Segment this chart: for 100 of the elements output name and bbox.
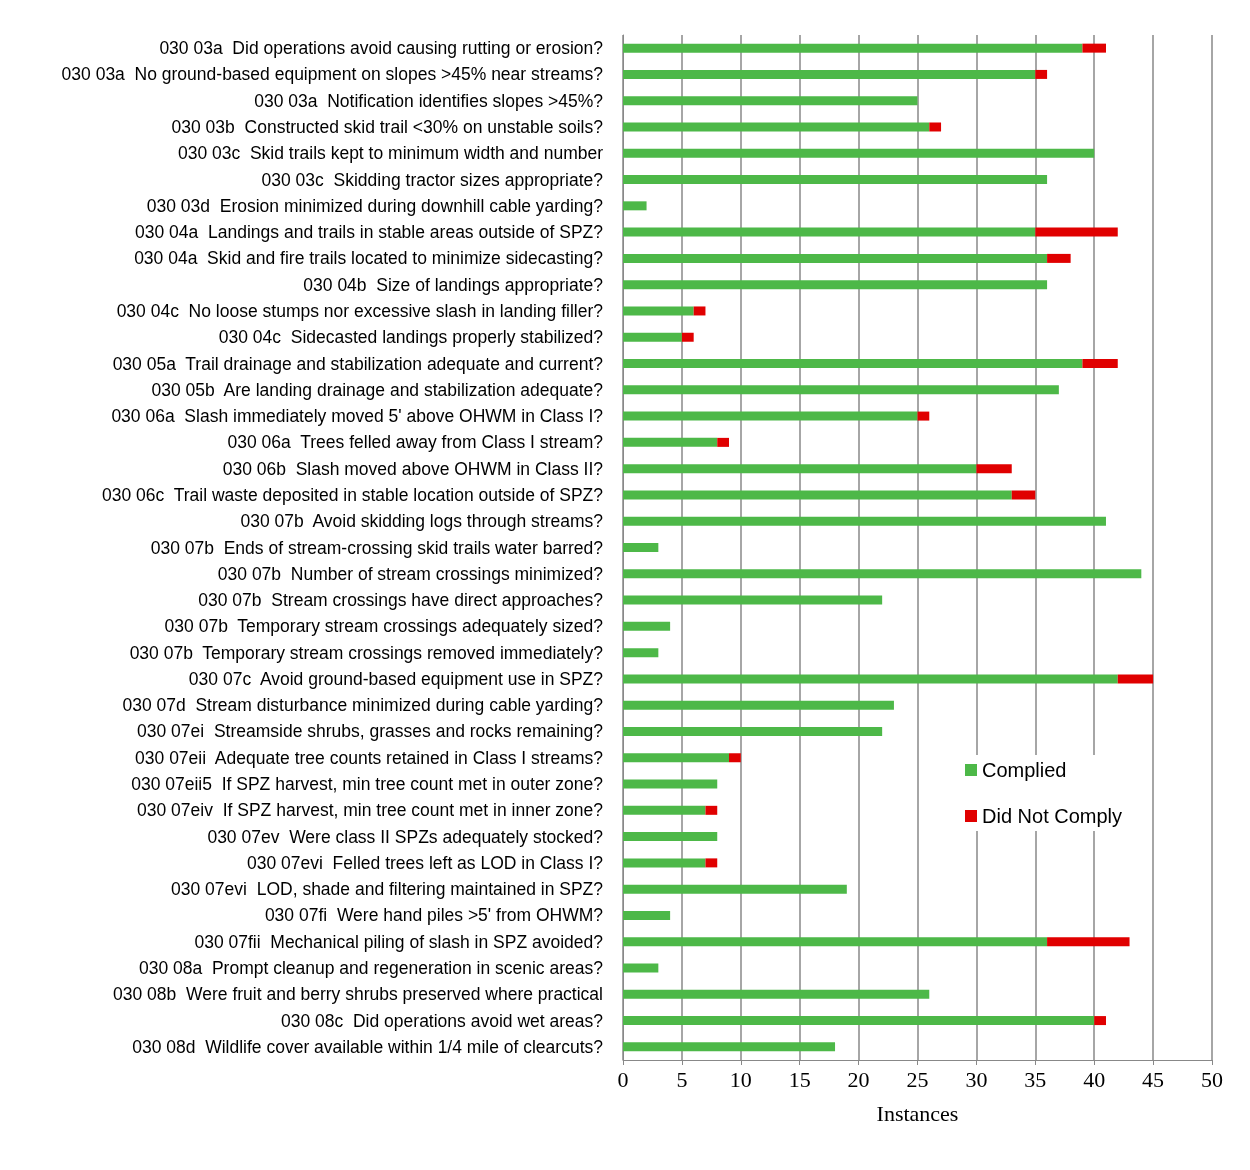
bar xyxy=(1082,359,1118,369)
bar xyxy=(623,700,894,710)
bar xyxy=(623,674,1118,684)
y-tick-label: 030 03c Skid trails kept to minimum width and number xyxy=(177,143,604,164)
bar xyxy=(623,858,706,868)
y-tick-label: 030 07eii Adequate tree counts retained in Class I streams? xyxy=(135,747,604,768)
y-tick-label: 030 04c No loose stumps nor excessive slash in landing filler? xyxy=(116,300,604,321)
y-tick-label: 030 06a Slash immediately moved 5' above OHWM in Class I? xyxy=(111,406,604,427)
bar xyxy=(623,253,1048,263)
x-tick-label: 40 xyxy=(1083,1066,1106,1092)
bar xyxy=(623,96,918,106)
x-tick-label: 35 xyxy=(1024,1066,1047,1092)
y-tick-label: 030 05b Are landing drainage and stabilization adequate? xyxy=(151,379,604,400)
y-tick-label: 030 06c Trail waste deposited in stable location outside of SPZ? xyxy=(102,484,604,505)
y-tick-label: 030 08b Were fruit and berry shrubs preserved where practical xyxy=(113,984,603,1005)
bar xyxy=(623,543,659,552)
y-tick-label: 030 07eii5 If SPZ harvest, min tree count met in outer zone? xyxy=(131,774,604,795)
y-tick-label: 030 03c Skidding tractor sizes appropriate? xyxy=(261,169,604,190)
legend-label: Complied xyxy=(982,759,1067,781)
x-tick-label: 30 xyxy=(965,1066,988,1092)
bar xyxy=(623,464,977,474)
y-tick-label: 030 07evi LOD, shade and filtering maintained in SPZ? xyxy=(171,879,604,900)
y-tick-label: 030 04a Skid and fire trails located to minimize sidecasting? xyxy=(134,248,604,269)
bar xyxy=(623,937,1048,947)
y-tick-label: 030 07ei Streamside shrubs, grasses and rocks remaining? xyxy=(137,721,604,742)
bar xyxy=(623,621,671,631)
y-tick-label: 030 07b Avoid skidding logs through streams? xyxy=(240,511,604,532)
bar xyxy=(623,122,930,132)
bar xyxy=(1082,43,1106,53)
x-axis-title: Instances xyxy=(876,1100,959,1126)
bar xyxy=(623,595,883,605)
y-tick-label: 030 04a Landings and trails in stable areas outside of SPZ? xyxy=(135,222,604,243)
bar xyxy=(623,437,718,447)
bar xyxy=(1035,69,1048,79)
bar xyxy=(623,385,1059,395)
bar xyxy=(623,69,1036,79)
bar xyxy=(623,359,1083,369)
y-tick-label: 030 07fii Mechanical piling of slash in SPZ avoided? xyxy=(194,931,604,952)
bar xyxy=(623,306,694,316)
bar xyxy=(623,201,647,211)
bar xyxy=(623,963,659,973)
bar xyxy=(623,280,1048,290)
bar xyxy=(623,43,1083,53)
bar xyxy=(1035,227,1118,237)
x-tick-label: 0 xyxy=(617,1066,629,1092)
y-tick-label: 030 03a Notification identifies slopes >45%? xyxy=(254,90,604,111)
bar xyxy=(1094,1016,1106,1026)
x-tick-label: 45 xyxy=(1142,1066,1165,1092)
bar xyxy=(929,122,942,132)
bar xyxy=(623,884,847,894)
legend-label: Did Not Comply xyxy=(982,805,1123,827)
y-tick-label: 030 07ev Were class II SPZs adequately stocked? xyxy=(207,826,604,847)
bar xyxy=(1011,490,1036,500)
y-tick-label: 030 07b Stream crossings have direct approaches? xyxy=(198,590,604,611)
bar xyxy=(917,411,930,421)
bar xyxy=(623,805,706,815)
y-tick-label: 030 04c Sidecasted landings properly stabilized? xyxy=(218,327,604,348)
y-tick-label: 030 06b Slash moved above OHWM in Class II? xyxy=(222,458,604,479)
y-tick-label: 030 07c Avoid ground-based equipment use in SPZ? xyxy=(188,668,604,689)
y-tick-label: 030 07b Number of stream crossings minimized? xyxy=(217,563,604,584)
x-tick-label: 5 xyxy=(676,1066,688,1092)
bar xyxy=(623,227,1036,237)
bar xyxy=(681,332,694,342)
bar xyxy=(623,1042,836,1052)
bar xyxy=(623,516,1106,526)
y-tick-label: 030 04b Size of landings appropriate? xyxy=(303,274,604,295)
y-tick-label: 030 05a Trail drainage and stabilization adequate and current? xyxy=(112,353,604,374)
y-tick-label: 030 08a Prompt cleanup and regeneration in scenic areas? xyxy=(138,958,604,979)
bar xyxy=(705,805,718,815)
x-tick-label: 15 xyxy=(788,1066,811,1092)
y-tick-label: 030 03a Did operations avoid causing rutting or erosion? xyxy=(159,38,604,59)
bar xyxy=(705,858,718,868)
bar xyxy=(1117,674,1154,684)
y-tick-label: 030 06a Trees felled away from Class I stream? xyxy=(227,432,604,453)
bar xyxy=(729,753,741,763)
x-tick-label: 50 xyxy=(1201,1066,1223,1092)
bar xyxy=(693,306,706,316)
bar xyxy=(623,490,1012,500)
bar xyxy=(623,175,1048,185)
y-tick-label: 030 07evi Felled trees left as LOD in Class I? xyxy=(246,852,604,873)
bar xyxy=(623,910,671,920)
bar xyxy=(623,832,718,842)
y-tick-label: 030 07b Ends of stream-crossing skid trails water barred? xyxy=(150,537,604,558)
y-tick-label: 030 08c Did operations avoid wet areas? xyxy=(280,1010,604,1031)
x-tick-label: 20 xyxy=(847,1066,870,1092)
y-tick-label: 030 03b Constructed skid trail <30% on unstable soils? xyxy=(171,116,604,137)
bar xyxy=(623,989,930,999)
bar xyxy=(623,753,730,763)
bar xyxy=(623,411,918,421)
bar xyxy=(1047,937,1130,947)
bar xyxy=(623,648,659,658)
y-tick-label: 030 07eiv If SPZ harvest, min tree count met in inner zone? xyxy=(137,800,604,821)
bar xyxy=(717,437,730,447)
bar xyxy=(623,148,1095,158)
bar xyxy=(623,569,1142,579)
y-tick-label: 030 07b Temporary stream crossings adequately sized? xyxy=(164,616,604,637)
bar xyxy=(976,464,1012,474)
bar xyxy=(623,726,883,736)
bar xyxy=(623,1016,1095,1026)
y-tick-label: 030 08d Wildlife cover available within 1/4 mile of clearcuts? xyxy=(132,1036,604,1057)
